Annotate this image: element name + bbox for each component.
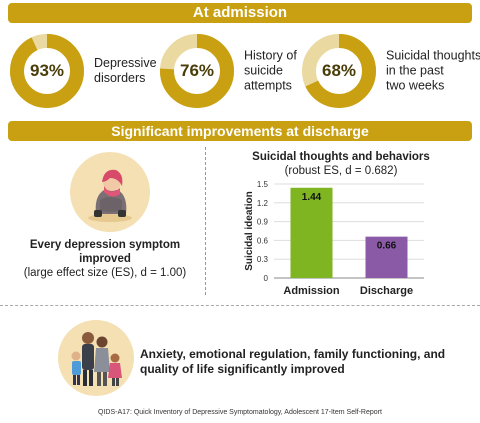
- y-tick-label: 1.5: [257, 180, 269, 189]
- stat-description: History of suicide attempts: [244, 48, 297, 93]
- y-tick-label: 0.6: [257, 236, 269, 245]
- category-label: Discharge: [360, 285, 413, 297]
- bar-discharge: [365, 236, 408, 278]
- y-tick-label: 0.3: [257, 255, 269, 264]
- y-axis-label: Suicidal ideation: [244, 191, 255, 270]
- family-result: Anxiety, emotional regulation, family fu…: [140, 347, 446, 376]
- horizontal-divider: [0, 305, 480, 306]
- donut-ring-icon: [302, 34, 376, 108]
- discharge-banner: Significant improvements at discharge: [8, 121, 472, 141]
- y-tick-label: 0.9: [257, 218, 269, 227]
- stat-percent: 93%: [29, 61, 65, 80]
- depression-illustration: [70, 152, 150, 232]
- stat-percent: 68%: [321, 61, 357, 80]
- depression-title: Every depression symptom improved: [29, 239, 181, 265]
- donut-ring-icon: [160, 34, 234, 108]
- bar-admission: [290, 187, 333, 278]
- category-label: Admission: [283, 285, 340, 297]
- chart-title: Suicidal thoughts and behaviors: [252, 151, 430, 163]
- vertical-divider: [205, 147, 206, 295]
- stat-percent: 76%: [179, 61, 215, 80]
- y-tick-label: 0: [264, 274, 269, 283]
- data-label: 0.66: [377, 241, 397, 252]
- depression-subtitle: (large effect size (ES), d = 1.00): [23, 267, 187, 279]
- footnote: QIDS-A17: Quick Inventory of Depressive …: [98, 409, 382, 416]
- depression-result: Every depression symptom improved (large…: [10, 238, 200, 280]
- stat-description: Suicidal thoughts in the past two weeks: [386, 48, 480, 93]
- sad-girl-icon: [88, 169, 132, 222]
- family-icon: [71, 332, 122, 386]
- chart-header: Suicidal thoughts and behaviors (robust …: [210, 150, 472, 178]
- chart-subtitle: (robust ES, d = 0.682): [284, 165, 398, 177]
- data-label: 1.44: [302, 192, 322, 203]
- stat-description: Depressive disorders: [94, 56, 157, 85]
- y-tick-label: 1.2: [257, 199, 269, 208]
- donut-ring-icon: [10, 34, 84, 108]
- family-illustration: [58, 320, 134, 396]
- admission-banner: At admission: [8, 3, 472, 23]
